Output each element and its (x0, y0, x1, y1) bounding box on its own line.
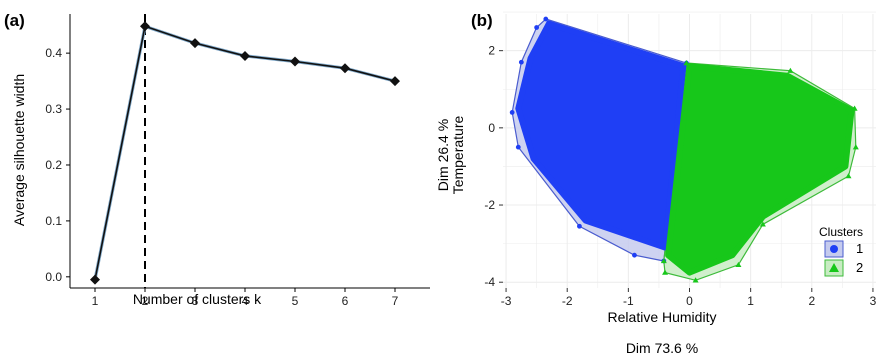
cluster-2-point (692, 277, 699, 283)
x-tick-label: 6 (342, 294, 349, 308)
cluster-2-points (665, 63, 855, 276)
x-tick-label: -2 (562, 294, 573, 308)
panel-b-y-axis-dim-label: Dim 26.4 % (435, 119, 451, 191)
panel-a-x-axis-label: Number of clusters k (133, 291, 262, 307)
x-tick-label: 2 (808, 294, 815, 308)
cluster-2-point (735, 261, 742, 268)
silhouette-point-k7 (390, 76, 400, 87)
y-tick-label: -2 (484, 198, 495, 212)
cluster-2-point (787, 67, 794, 73)
cluster-2-point (662, 269, 669, 275)
legend-label-1: 1 (856, 241, 863, 256)
y-tick-label: 0.4 (45, 46, 62, 60)
y-tick-label: 0.1 (45, 214, 62, 228)
legend-marker-1 (830, 245, 838, 253)
panel-a-x-ticks: 1 2 3 4 5 6 7 (92, 288, 399, 308)
silhouette-point-k3 (190, 38, 200, 49)
cluster-2-point (852, 144, 859, 150)
y-tick-label: 0.2 (45, 158, 62, 172)
cluster-1-point (577, 223, 582, 229)
x-tick-label: 2 (142, 294, 149, 308)
y-tick-label: -4 (484, 275, 495, 289)
x-tick-label: 1 (92, 294, 99, 308)
cluster-1-point (534, 25, 540, 30)
legend: Clusters 1 2 (819, 225, 863, 277)
cluster-1-point (515, 144, 521, 150)
legend-marker-2 (829, 263, 839, 272)
silhouette-point-k1 (90, 274, 100, 285)
x-tick-label: 5 (292, 294, 299, 308)
cluster-2-point (851, 105, 858, 111)
silhouette-point-k4 (240, 50, 250, 61)
panel-a-y-ticks: 0.0 0.1 0.2 0.3 0.4 (45, 46, 70, 284)
x-tick-label: 3 (870, 294, 877, 308)
cluster-1-point (543, 16, 549, 22)
cluster-1-points (515, 20, 687, 251)
y-tick-label: 0 (488, 121, 495, 135)
legend-label-2: 2 (856, 260, 863, 275)
cluster-points (509, 16, 859, 283)
cluster-1-point (632, 252, 637, 258)
x-tick-label: 7 (392, 294, 399, 308)
y-tick-label: 0.0 (45, 270, 62, 284)
x-tick-label: -1 (623, 294, 634, 308)
silhouette-points (90, 21, 400, 285)
cluster-2-point (759, 221, 766, 227)
cluster-2-point (660, 257, 667, 264)
silhouette-line (94, 25, 396, 280)
panel-b-y-axis-label: Temperature (450, 115, 466, 194)
cluster-2-point (845, 173, 852, 179)
panel-b-label: (b) (471, 11, 493, 30)
x-tick-label: 1 (747, 294, 754, 308)
x-tick-label: -3 (501, 294, 512, 308)
cluster-1-point (518, 59, 524, 65)
y-tick-label: 0.3 (45, 102, 62, 116)
panel-a-y-axis-label: Average silhouette width (11, 74, 27, 226)
cluster-2-point (683, 60, 690, 66)
silhouette-point-k2 (140, 21, 150, 32)
panel-b-x-axis-dim-label: Dim 73.6 % (626, 340, 698, 356)
panel-b-y-ticks: -4 -2 0 2 (484, 44, 503, 289)
x-tick-label: 3 (192, 294, 199, 308)
y-tick-label: 2 (488, 44, 495, 58)
x-tick-label: 4 (242, 294, 249, 308)
legend-title: Clusters (819, 225, 863, 239)
panel-b-x-axis-label: Relative Humidity (608, 309, 717, 325)
silhouette-line-shadow (93, 24, 396, 280)
cluster-1-point (509, 110, 515, 115)
panel-a-label: (a) (4, 11, 25, 30)
silhouette-point-k5 (290, 56, 300, 67)
panel-b-x-ticks: -3 -2 -1 0 1 2 3 (501, 288, 877, 308)
silhouette-point-k6 (340, 63, 350, 74)
x-tick-label: 0 (686, 294, 693, 308)
